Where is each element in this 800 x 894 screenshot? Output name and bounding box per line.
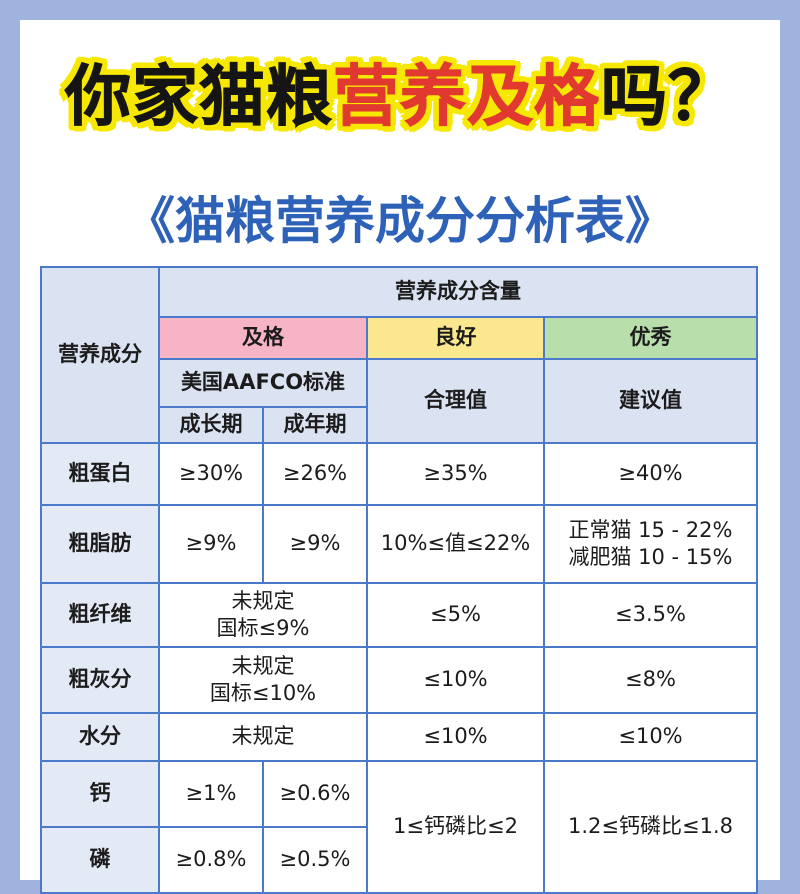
header-recommended: 建议值 xyxy=(543,358,758,444)
table-row: 粗纤维 未规定 国标≤9% ≤5% ≤3.5% xyxy=(40,582,758,648)
fat-good: 10%≤值≤22% xyxy=(366,504,545,584)
header-nutrient: 营养成分 xyxy=(40,266,160,444)
row-name-fat: 粗脂肪 xyxy=(40,504,160,584)
fiber-pass-line1: 未规定 xyxy=(231,588,295,613)
phosphorus-growth: ≥0.8% xyxy=(158,826,264,894)
headline-black-text: 你家猫粮 xyxy=(65,58,333,135)
row-name-protein: 粗蛋白 xyxy=(40,442,160,506)
header-good: 良好 xyxy=(366,316,545,360)
fiber-pass-line2: 国标≤9% xyxy=(216,616,310,640)
table-row: 粗灰分 未规定 国标≤10% ≤10% ≤8% xyxy=(40,646,758,714)
fiber-good: ≤5% xyxy=(366,582,545,648)
header-pass: 及格 xyxy=(158,316,368,360)
phosphorus-adult: ≥0.5% xyxy=(262,826,368,894)
fat-excellent-normal: 正常猫 15 - 22% xyxy=(568,517,733,542)
calcium-adult: ≥0.6% xyxy=(262,760,368,828)
ca-p-ratio-good: 1≤钙磷比≤2 xyxy=(366,760,545,894)
fiber-pass: 未规定 国标≤9% xyxy=(158,582,368,648)
row-name-fiber: 粗纤维 xyxy=(40,582,160,648)
calcium-growth: ≥1% xyxy=(158,760,264,828)
water-good: ≤10% xyxy=(366,712,545,762)
table-row: 粗蛋白 ≥30% ≥26% ≥35% ≥40% xyxy=(40,442,758,506)
row-name-calcium: 钙 xyxy=(40,760,160,828)
fat-excellent: 正常猫 15 - 22% 减肥猫 10 - 15% xyxy=(543,504,758,584)
ash-good: ≤10% xyxy=(366,646,545,714)
poster-card: 你家猫粮营养及格吗？ 《猫粮营养成分分析表》 营养成分 营养成分含量 及格 良好… xyxy=(20,20,780,894)
row-name-water: 水分 xyxy=(40,712,160,762)
row-name-phosphorus: 磷 xyxy=(40,826,160,894)
headline-tail-text: 吗？ xyxy=(601,58,735,135)
table-row: 水分 未规定 ≤10% ≤10% xyxy=(40,712,758,762)
header-content: 营养成分含量 xyxy=(158,266,758,318)
fat-growth: ≥9% xyxy=(158,504,264,584)
table-title: 《猫粮营养成分分析表》 xyxy=(125,192,675,250)
water-pass: 未规定 xyxy=(158,712,368,762)
water-excellent: ≤10% xyxy=(543,712,758,762)
fiber-excellent: ≤3.5% xyxy=(543,582,758,648)
protein-good: ≥35% xyxy=(366,442,545,506)
ash-pass: 未规定 国标≤10% xyxy=(158,646,368,714)
protein-excellent: ≥40% xyxy=(543,442,758,506)
header-aafco: 美国AAFCO标准 xyxy=(158,358,368,408)
fat-adult: ≥9% xyxy=(262,504,368,584)
row-name-ash: 粗灰分 xyxy=(40,646,160,714)
headline: 你家猫粮营养及格吗？ xyxy=(20,63,780,130)
nutrition-table: 营养成分 营养成分含量 及格 良好 优秀 美国AAFCO标准 合理值 建议值 成… xyxy=(40,266,758,894)
protein-growth: ≥30% xyxy=(158,442,264,506)
header-growth: 成长期 xyxy=(158,406,264,444)
table-row: 粗脂肪 ≥9% ≥9% 10%≤值≤22% 正常猫 15 - 22% 减肥猫 1… xyxy=(40,504,758,584)
ca-p-ratio-excellent: 1.2≤钙磷比≤1.8 xyxy=(543,760,758,894)
header-adult: 成年期 xyxy=(262,406,368,444)
protein-adult: ≥26% xyxy=(262,442,368,506)
header-excellent: 优秀 xyxy=(543,316,758,360)
ash-excellent: ≤8% xyxy=(543,646,758,714)
fat-excellent-diet: 减肥猫 10 - 15% xyxy=(568,545,733,569)
table-row: 钙 ≥1% ≥0.6% 1≤钙磷比≤2 1.2≤钙磷比≤1.8 xyxy=(40,760,758,894)
ash-pass-line1: 未规定 xyxy=(231,653,295,678)
headline-red-text: 营养及格 xyxy=(333,58,601,135)
header-reasonable: 合理值 xyxy=(366,358,545,444)
ash-pass-line2: 国标≤10% xyxy=(209,681,317,705)
